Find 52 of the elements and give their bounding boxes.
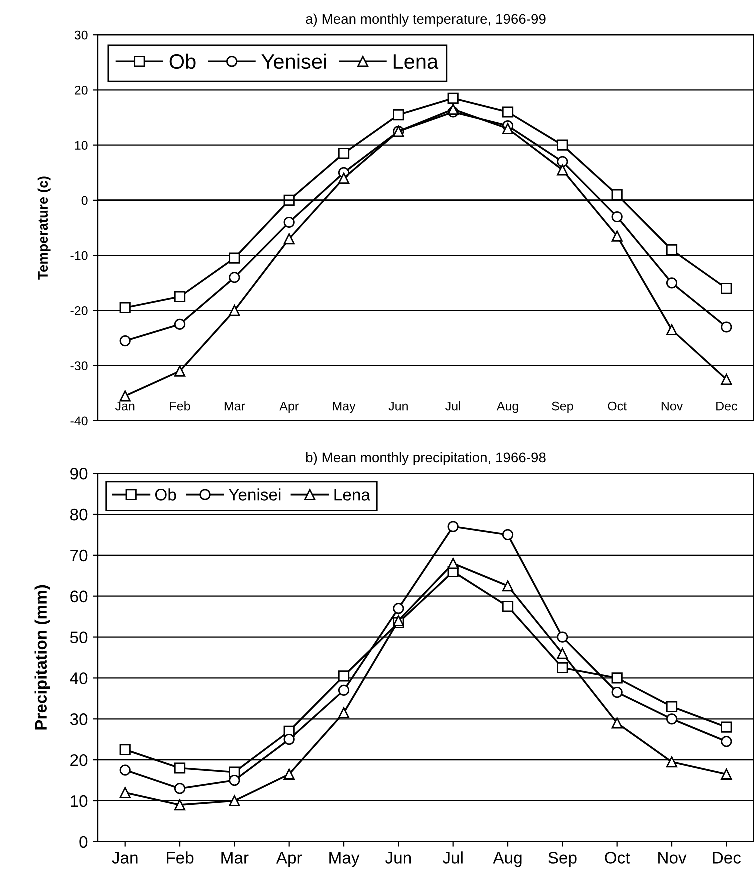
x-tick-label: Jul [446, 402, 460, 411]
y-tick-label: 20 [75, 86, 88, 95]
y-axis-title: Precipitation (mm) [34, 585, 50, 730]
x-tick-label: Apr [276, 852, 302, 868]
y-tick-label: -10 [70, 251, 88, 260]
x-tick-label: Jul [442, 852, 463, 864]
y-tick-label: 80 [70, 508, 88, 521]
y-tick-label: 70 [70, 550, 88, 562]
x-tick-label: Jun [386, 852, 412, 864]
x-tick-label: Sep [548, 852, 577, 868]
y-tick-label: 30 [74, 30, 88, 40]
x-tick-label: May [333, 402, 356, 414]
x-tick-label: Aug [493, 852, 522, 868]
legend-label: Ob [170, 54, 196, 70]
legend-label: Ob [155, 488, 176, 501]
x-tick-label: Nov [658, 852, 687, 864]
y-tick-label: 90 [70, 468, 88, 480]
y-tick-label: -20 [70, 306, 88, 316]
x-tick-label: Feb [170, 402, 190, 411]
y-tick-label: 30 [70, 714, 88, 726]
y-tick-label: -40 [70, 416, 88, 426]
x-tick-label: May [330, 852, 360, 868]
x-tick-label: Feb [167, 852, 194, 864]
legend-label: Yenisei [228, 488, 281, 501]
x-tick-label: Oct [608, 402, 627, 411]
y-tick-label: 0 [80, 836, 88, 848]
chart-title: b) Mean monthly precipitation, 1966-98 [306, 452, 546, 466]
x-tick-label: Dec [713, 852, 742, 864]
legend-label: Yenisei [262, 54, 326, 70]
x-tick-label: Mar [222, 852, 249, 864]
chart-title: a) Mean monthly temperature, 1966-99 [306, 14, 546, 27]
x-tick-label: Dec [716, 402, 738, 411]
x-tick-label: Oct [605, 852, 630, 864]
y-tick-label: 20 [70, 754, 88, 766]
x-tick-label: Aug [496, 402, 518, 414]
y-axis-title: Temperature (c) [38, 176, 51, 280]
x-tick-label: Jun [388, 402, 408, 411]
y-tick-label: 60 [70, 590, 88, 603]
y-tick-label: 40 [70, 672, 88, 684]
y-tick-label: 10 [75, 141, 88, 150]
x-tick-label: Jan [115, 402, 135, 411]
x-tick-label: Apr [280, 402, 299, 414]
legend-label: Lena [334, 489, 370, 501]
y-tick-label: 50 [70, 632, 88, 644]
legend-label: Lena [394, 54, 439, 70]
y-tick-label: -30 [70, 362, 88, 370]
y-tick-label: 0 [82, 196, 88, 206]
y-tick-label: 10 [71, 795, 88, 808]
x-tick-label: Mar [224, 402, 246, 411]
x-tick-label: Sep [552, 402, 574, 414]
x-tick-label: Nov [662, 402, 684, 411]
x-tick-label: Jan [112, 852, 138, 864]
